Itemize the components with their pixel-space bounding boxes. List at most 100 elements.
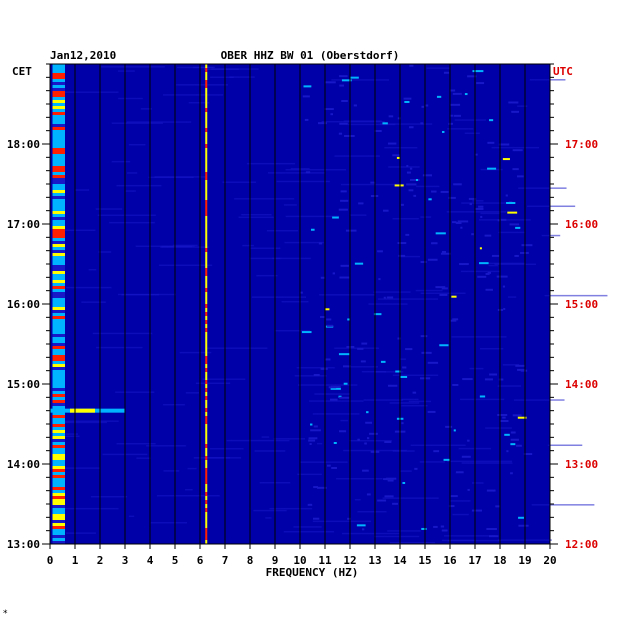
noise-streak	[319, 294, 376, 296]
narrowband-line-segment	[205, 420, 208, 424]
noise-streak	[127, 172, 138, 174]
noise-streak	[544, 294, 608, 297]
narrowband-line-segment	[205, 512, 208, 516]
low-frequency-band-segment	[52, 238, 65, 241]
noise-streak	[101, 66, 165, 68]
low-frequency-band-segment	[52, 259, 65, 262]
narrowband-line-segment	[205, 376, 208, 380]
noise-speckle	[506, 450, 509, 453]
low-frequency-band-segment	[52, 214, 65, 217]
noise-speckle	[467, 75, 477, 78]
noise-streak	[172, 244, 198, 247]
noise-speckle	[324, 108, 334, 111]
low-frequency-band-segment	[52, 157, 65, 160]
low-frequency-band-segment	[52, 364, 65, 367]
noise-streak	[377, 298, 438, 300]
noise-streak	[312, 520, 372, 523]
low-frequency-band-segment	[52, 514, 65, 517]
noise-speckle	[510, 431, 516, 434]
low-frequency-band-segment	[52, 346, 65, 349]
low-frequency-band-segment	[52, 145, 65, 148]
noise-streak	[195, 382, 231, 385]
low-frequency-band-segment	[52, 502, 65, 505]
noise-speckle	[333, 441, 337, 444]
noise-speckle	[487, 167, 497, 170]
noise-speckle	[378, 278, 381, 281]
narrowband-line-segment	[205, 192, 208, 196]
noise-speckle	[420, 122, 424, 125]
noise-speckle	[405, 233, 410, 236]
noise-speckle	[324, 81, 336, 84]
low-frequency-band-segment	[52, 70, 65, 73]
low-frequency-band-segment	[52, 130, 65, 133]
noise-speckle	[412, 391, 417, 394]
utc-tick-label: 17:00	[565, 138, 598, 151]
low-frequency-band-segment	[52, 487, 65, 490]
narrowband-line-segment	[205, 384, 208, 388]
noise-speckle	[514, 254, 519, 257]
low-frequency-band-segment	[52, 208, 65, 211]
narrowband-line-segment	[205, 520, 208, 524]
noise-streak	[206, 347, 268, 349]
noise-speckle	[353, 104, 357, 107]
noise-streak	[209, 448, 244, 450]
noise-speckle	[448, 505, 455, 508]
noise-speckle	[338, 132, 343, 135]
noise-speckle	[300, 291, 303, 294]
noise-streak	[161, 245, 193, 248]
noise-streak	[234, 198, 295, 200]
low-frequency-band-segment	[52, 73, 65, 76]
utc-tick-label: 14:00	[565, 378, 598, 391]
noise-speckle	[472, 70, 484, 73]
noise-speckle	[308, 439, 316, 442]
noise-speckle	[347, 517, 351, 520]
narrowband-line-segment	[205, 144, 208, 148]
narrowband-line-segment	[205, 132, 208, 136]
noise-streak	[541, 234, 561, 237]
noise-speckle	[439, 344, 449, 347]
x-tick-label: 6	[197, 554, 204, 567]
narrowband-line-segment	[205, 80, 208, 84]
noise-streak	[464, 132, 480, 135]
noise-speckle	[486, 528, 497, 531]
x-tick-label: 3	[122, 554, 129, 567]
narrowband-line-segment	[205, 240, 208, 244]
narrowband-line-segment	[205, 292, 208, 296]
noise-streak	[177, 66, 214, 69]
noise-speckle	[326, 318, 332, 321]
noise-speckle	[343, 382, 348, 385]
noise-streak	[241, 213, 272, 216]
chart-title: OBER HHZ BW 01 (Oberstdorf)	[221, 49, 400, 62]
noise-streak	[95, 208, 123, 210]
low-frequency-band-segment	[52, 169, 65, 172]
noise-speckle	[339, 430, 347, 433]
noise-speckle	[498, 378, 504, 381]
noise-streak	[485, 427, 512, 429]
low-frequency-band-segment	[52, 412, 65, 415]
low-frequency-band-segment	[52, 406, 65, 409]
noise-speckle	[452, 318, 459, 321]
noise-streak	[408, 400, 432, 403]
narrowband-line-segment	[205, 360, 208, 364]
noise-streak	[296, 367, 335, 369]
noise-streak	[176, 84, 228, 86]
narrowband-line-segment	[205, 220, 208, 224]
low-frequency-band-segment	[52, 154, 65, 157]
narrowband-line-segment	[205, 88, 208, 92]
narrowband-line-segment	[205, 108, 208, 112]
noise-speckle	[424, 104, 429, 107]
noise-speckle	[486, 489, 496, 492]
noise-speckle	[450, 103, 461, 106]
narrowband-line-segment	[205, 260, 208, 264]
low-frequency-band-segment	[52, 397, 65, 400]
utc-tick-label: 12:00	[565, 538, 598, 551]
noise-speckle	[415, 179, 419, 182]
noise-streak	[81, 301, 106, 303]
noise-streak	[392, 374, 439, 377]
noise-speckle	[413, 194, 417, 197]
noise-streak	[334, 347, 379, 349]
narrowband-line-segment	[205, 528, 208, 532]
low-frequency-band-segment	[52, 325, 65, 328]
noise-speckle	[338, 353, 350, 356]
